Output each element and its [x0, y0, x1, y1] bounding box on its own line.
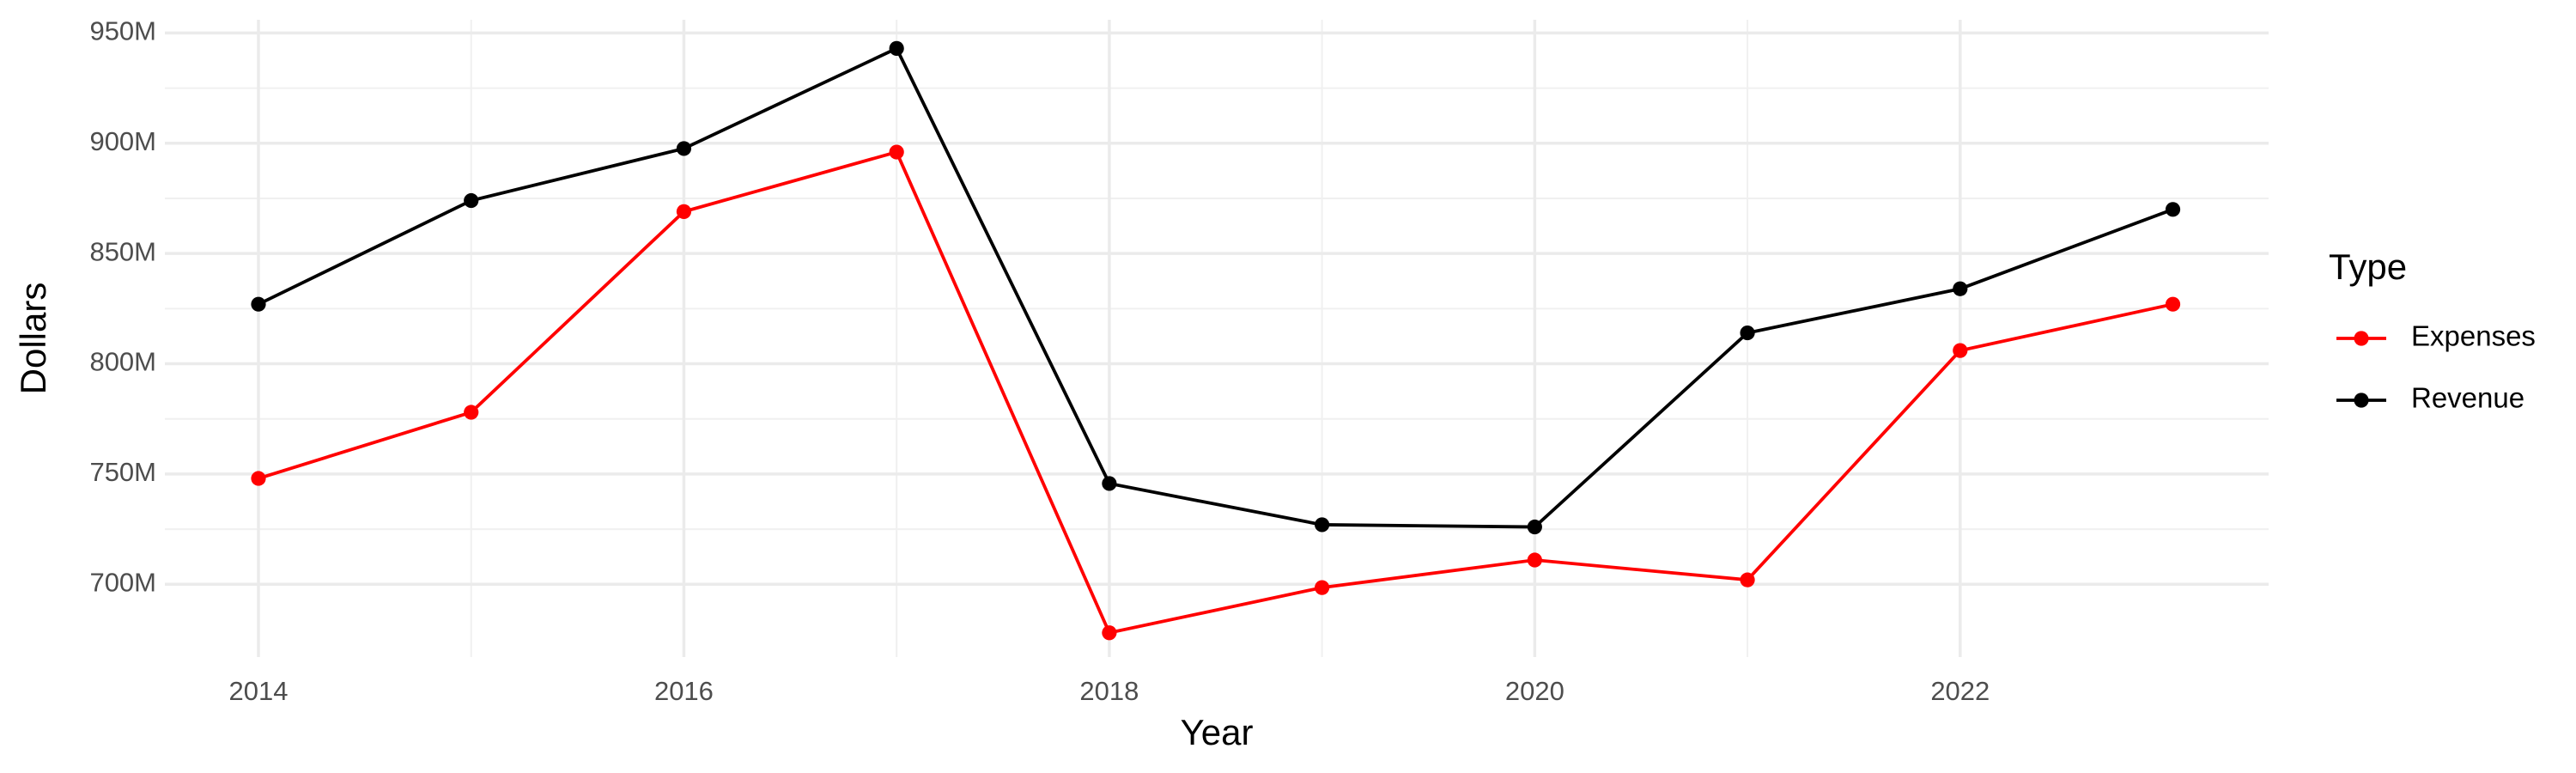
data-point: [1740, 325, 1755, 341]
data-point: [1740, 572, 1755, 587]
x-tick-label: 2018: [1079, 676, 1139, 706]
legend-item: Revenue: [2336, 382, 2524, 414]
data-point: [676, 204, 692, 219]
x-axis-title: Year: [1181, 712, 1254, 752]
x-tick-label: 2022: [1930, 676, 1990, 706]
legend-label: Revenue: [2411, 382, 2524, 414]
legend-label: Expenses: [2411, 320, 2536, 352]
legend-item: Expenses: [2336, 320, 2536, 352]
x-tick-label: 2014: [229, 676, 289, 706]
data-point: [1953, 343, 1968, 358]
series-line: [258, 149, 2173, 635]
data-point: [676, 141, 692, 156]
legend-title: Type: [2329, 247, 2407, 287]
data-point: [2165, 296, 2181, 312]
data-point: [889, 144, 904, 160]
data-point: [889, 40, 904, 56]
data-point: [464, 405, 479, 420]
y-tick-label: 700M: [89, 567, 156, 597]
data-point: [1527, 519, 1542, 535]
data-point: [1953, 281, 1968, 296]
grid: [165, 20, 2269, 657]
data-point: [1102, 476, 1117, 491]
data-point: [1527, 552, 1542, 568]
y-tick-label: 900M: [89, 126, 156, 156]
series-line: [258, 46, 2174, 529]
data-point: [2165, 202, 2181, 217]
y-tick-label: 850M: [89, 236, 156, 266]
x-tick-label: 2016: [654, 676, 714, 706]
data-point: [464, 192, 479, 209]
data-point: [251, 296, 266, 312]
y-tick-label: 750M: [89, 457, 156, 487]
x-tick-label: 2020: [1505, 676, 1564, 706]
y-tick-label: 950M: [89, 16, 156, 46]
legend-key-point: [2354, 393, 2369, 408]
data-point: [1102, 625, 1117, 641]
data-point: [251, 471, 266, 486]
y-axis-title: Dollars: [13, 283, 53, 395]
y-tick-label: 800M: [89, 347, 156, 377]
legend-key-point: [2354, 331, 2369, 346]
data-point: [1315, 517, 1330, 533]
data-point: [1315, 580, 1330, 595]
